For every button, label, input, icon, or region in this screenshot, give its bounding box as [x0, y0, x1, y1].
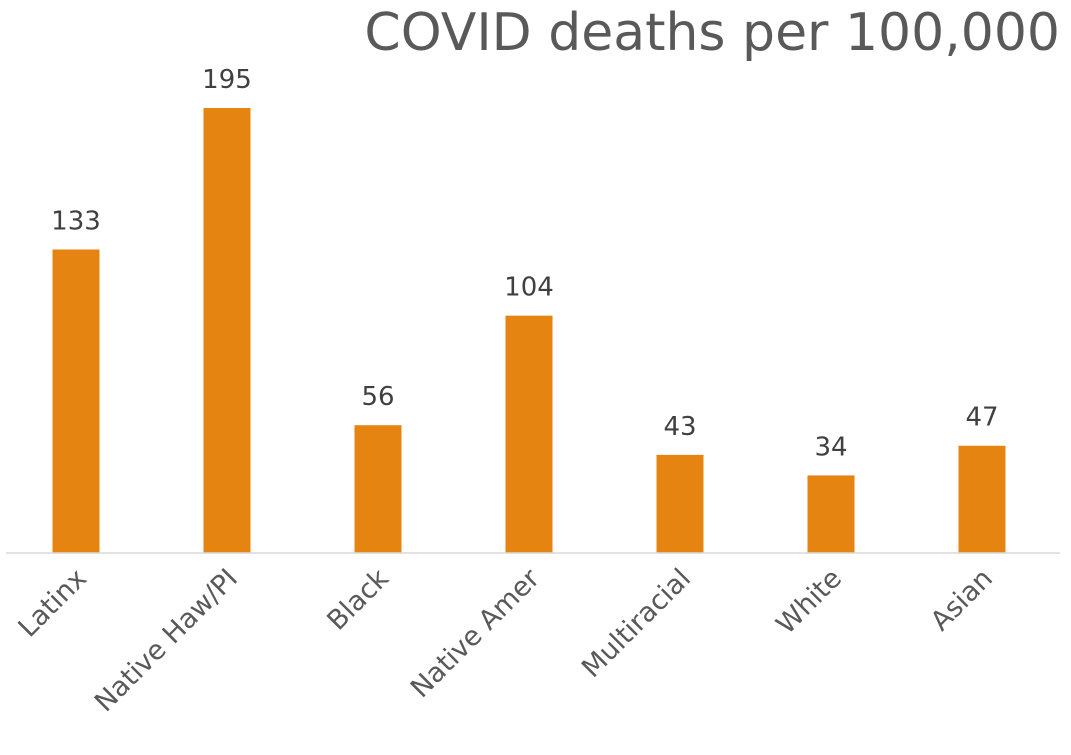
x-tick-label-white: White — [771, 563, 848, 640]
bar-latinx — [52, 249, 100, 553]
bar-asian — [958, 445, 1006, 553]
bar-black — [354, 425, 402, 553]
bar-white — [807, 475, 855, 553]
x-tick-label-black: Black — [321, 563, 395, 637]
x-tick-label-native-haw-pi: Native Haw/PI — [89, 563, 244, 718]
data-label-white: 34 — [814, 432, 847, 462]
x-tick-label-latinx: Latinx — [12, 563, 92, 643]
x-tick-label-native-amer: Native Amer — [405, 562, 547, 704]
data-label-latinx: 133 — [51, 206, 101, 236]
x-tick-label-asian: Asian — [925, 563, 999, 637]
data-label-multiracial: 43 — [663, 412, 696, 442]
bar-multiracial — [656, 454, 704, 553]
data-label-native-amer: 104 — [504, 273, 554, 303]
x-tick-label-multiracial: Multiracial — [576, 563, 697, 684]
data-label-asian: 47 — [965, 403, 998, 433]
chart-title: COVID deaths per 100,000 — [364, 3, 1060, 63]
bar-native-amer — [505, 315, 553, 553]
data-labels-group: 133 195 56 104 43 34 47 — [51, 65, 998, 462]
bars-group — [52, 108, 1006, 553]
bar-native-haw-pi — [203, 108, 251, 553]
data-label-native-haw-pi: 195 — [202, 65, 252, 95]
data-label-black: 56 — [361, 382, 394, 412]
